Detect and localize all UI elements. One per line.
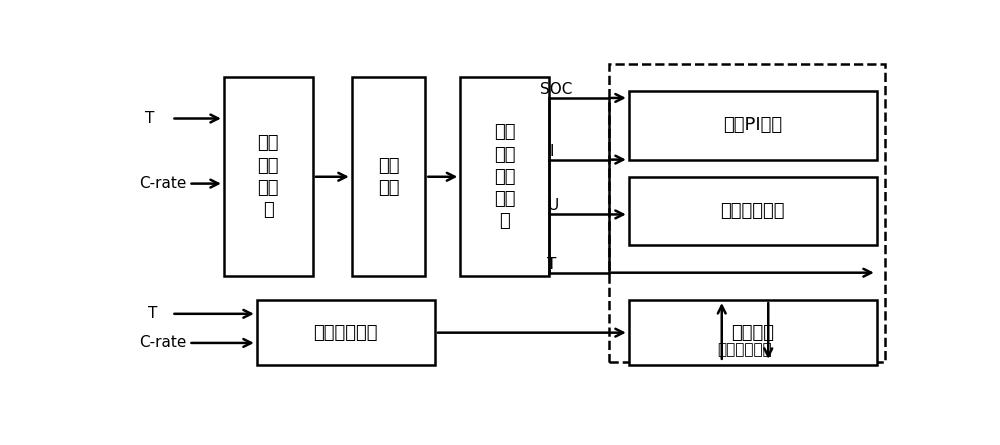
Bar bbox=[224, 77, 313, 276]
Text: 电池综合模型: 电池综合模型 bbox=[718, 342, 772, 357]
Text: U: U bbox=[547, 198, 559, 214]
Text: T: T bbox=[148, 306, 158, 321]
Text: 脉冲
充放
电测
试: 脉冲 充放 电测 试 bbox=[258, 134, 279, 219]
Bar bbox=[629, 177, 877, 245]
Text: 等效电路模型: 等效电路模型 bbox=[720, 202, 785, 220]
Text: SOC: SOC bbox=[540, 82, 573, 97]
Bar bbox=[609, 64, 885, 362]
Bar bbox=[257, 300, 435, 365]
Bar bbox=[629, 300, 877, 365]
Text: 电池
充放
电测
试系
统: 电池 充放 电测 试系 统 bbox=[494, 123, 516, 230]
Text: 滞后PI模型: 滞后PI模型 bbox=[723, 116, 782, 134]
Text: C-rate: C-rate bbox=[139, 176, 186, 191]
Bar bbox=[352, 77, 425, 276]
Text: 恒流放电测试: 恒流放电测试 bbox=[314, 324, 378, 342]
Text: 参数辨识: 参数辨识 bbox=[731, 324, 774, 342]
Bar bbox=[629, 91, 877, 160]
Text: C-rate: C-rate bbox=[139, 336, 186, 351]
Text: T: T bbox=[145, 111, 155, 126]
Text: T: T bbox=[547, 257, 557, 271]
Bar bbox=[460, 77, 549, 276]
Text: 动力
电池: 动力 电池 bbox=[378, 157, 399, 197]
Text: I: I bbox=[550, 144, 554, 158]
